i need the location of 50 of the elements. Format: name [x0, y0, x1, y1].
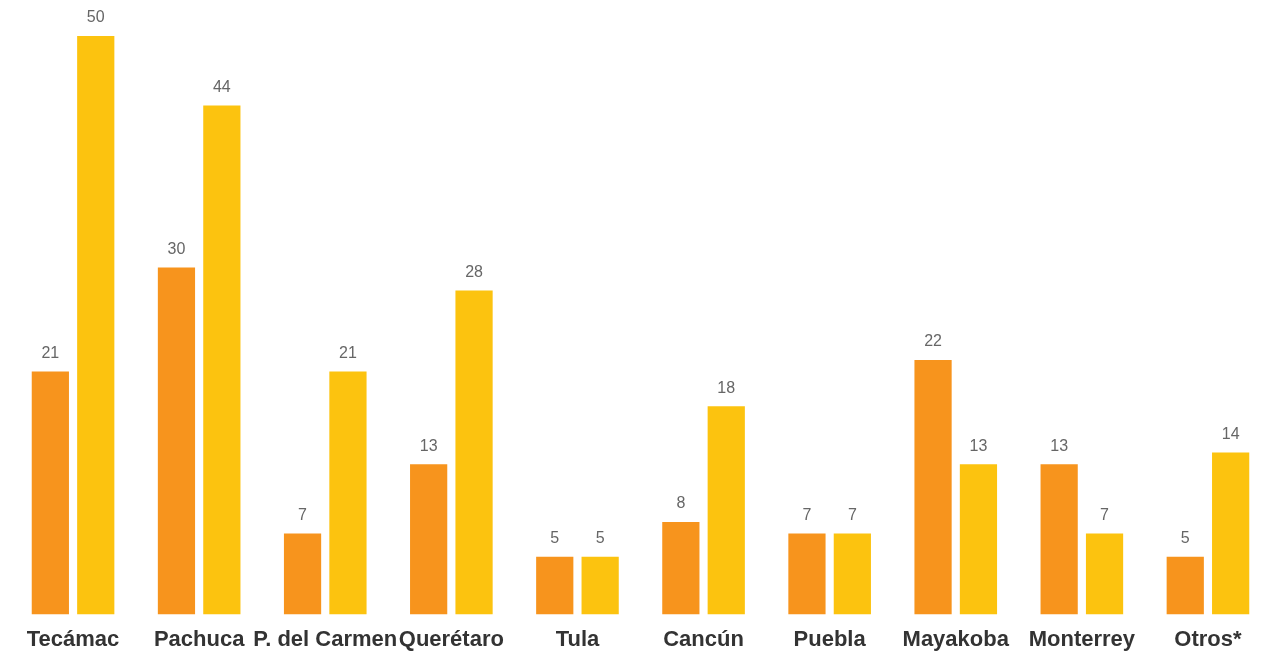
bar — [1212, 452, 1250, 615]
data-label: 8 — [676, 494, 686, 512]
data-label: 30 — [167, 239, 186, 257]
data-label: 50 — [86, 8, 105, 26]
bar — [455, 290, 493, 615]
data-label: 7 — [1100, 506, 1110, 523]
bar — [31, 371, 69, 615]
x-tick-label: Otros* — [1174, 625, 1242, 651]
bar — [77, 36, 115, 615]
bar — [914, 360, 952, 615]
bar — [157, 267, 196, 615]
bar — [203, 105, 241, 615]
x-tick-label: Querétaro — [398, 625, 504, 651]
bar — [581, 556, 619, 615]
data-label: 13 — [419, 436, 438, 454]
data-label: 5 — [1180, 529, 1190, 547]
bar — [1166, 556, 1204, 615]
data-label: 18 — [717, 378, 736, 396]
bar — [283, 533, 322, 615]
bar — [536, 556, 574, 615]
data-label: 7 — [847, 506, 857, 523]
x-tick-label: Cancún — [663, 625, 744, 651]
data-label: 21 — [339, 343, 357, 361]
x-tick-label: Puebla — [793, 625, 867, 651]
bar — [707, 406, 745, 615]
x-tick-label: Tecámac — [26, 625, 120, 651]
data-label: 13 — [969, 436, 988, 454]
x-tick-label: Pachuca — [153, 625, 246, 651]
bar — [1085, 533, 1124, 615]
data-label: 5 — [550, 529, 560, 547]
data-label: 7 — [298, 506, 308, 523]
bar — [959, 464, 998, 615]
data-label: 7 — [802, 506, 812, 523]
bar — [833, 533, 871, 615]
bar — [410, 464, 448, 615]
data-label: 22 — [924, 332, 943, 350]
data-label: 21 — [41, 343, 60, 361]
x-tick-label: Tula — [555, 625, 601, 651]
x-tick-label: Monterrey — [1028, 625, 1136, 651]
bar — [1040, 464, 1078, 615]
data-label: 14 — [1221, 425, 1240, 442]
bar — [662, 522, 700, 615]
data-label: 44 — [212, 77, 231, 95]
data-label: 28 — [465, 262, 484, 280]
x-tick-label: Mayakoba — [902, 625, 1010, 651]
bar — [788, 533, 826, 615]
data-label: 13 — [1050, 436, 1069, 454]
data-label: 5 — [595, 529, 605, 547]
x-tick-label: P. del Carmen — [253, 625, 398, 651]
bar — [329, 371, 367, 615]
